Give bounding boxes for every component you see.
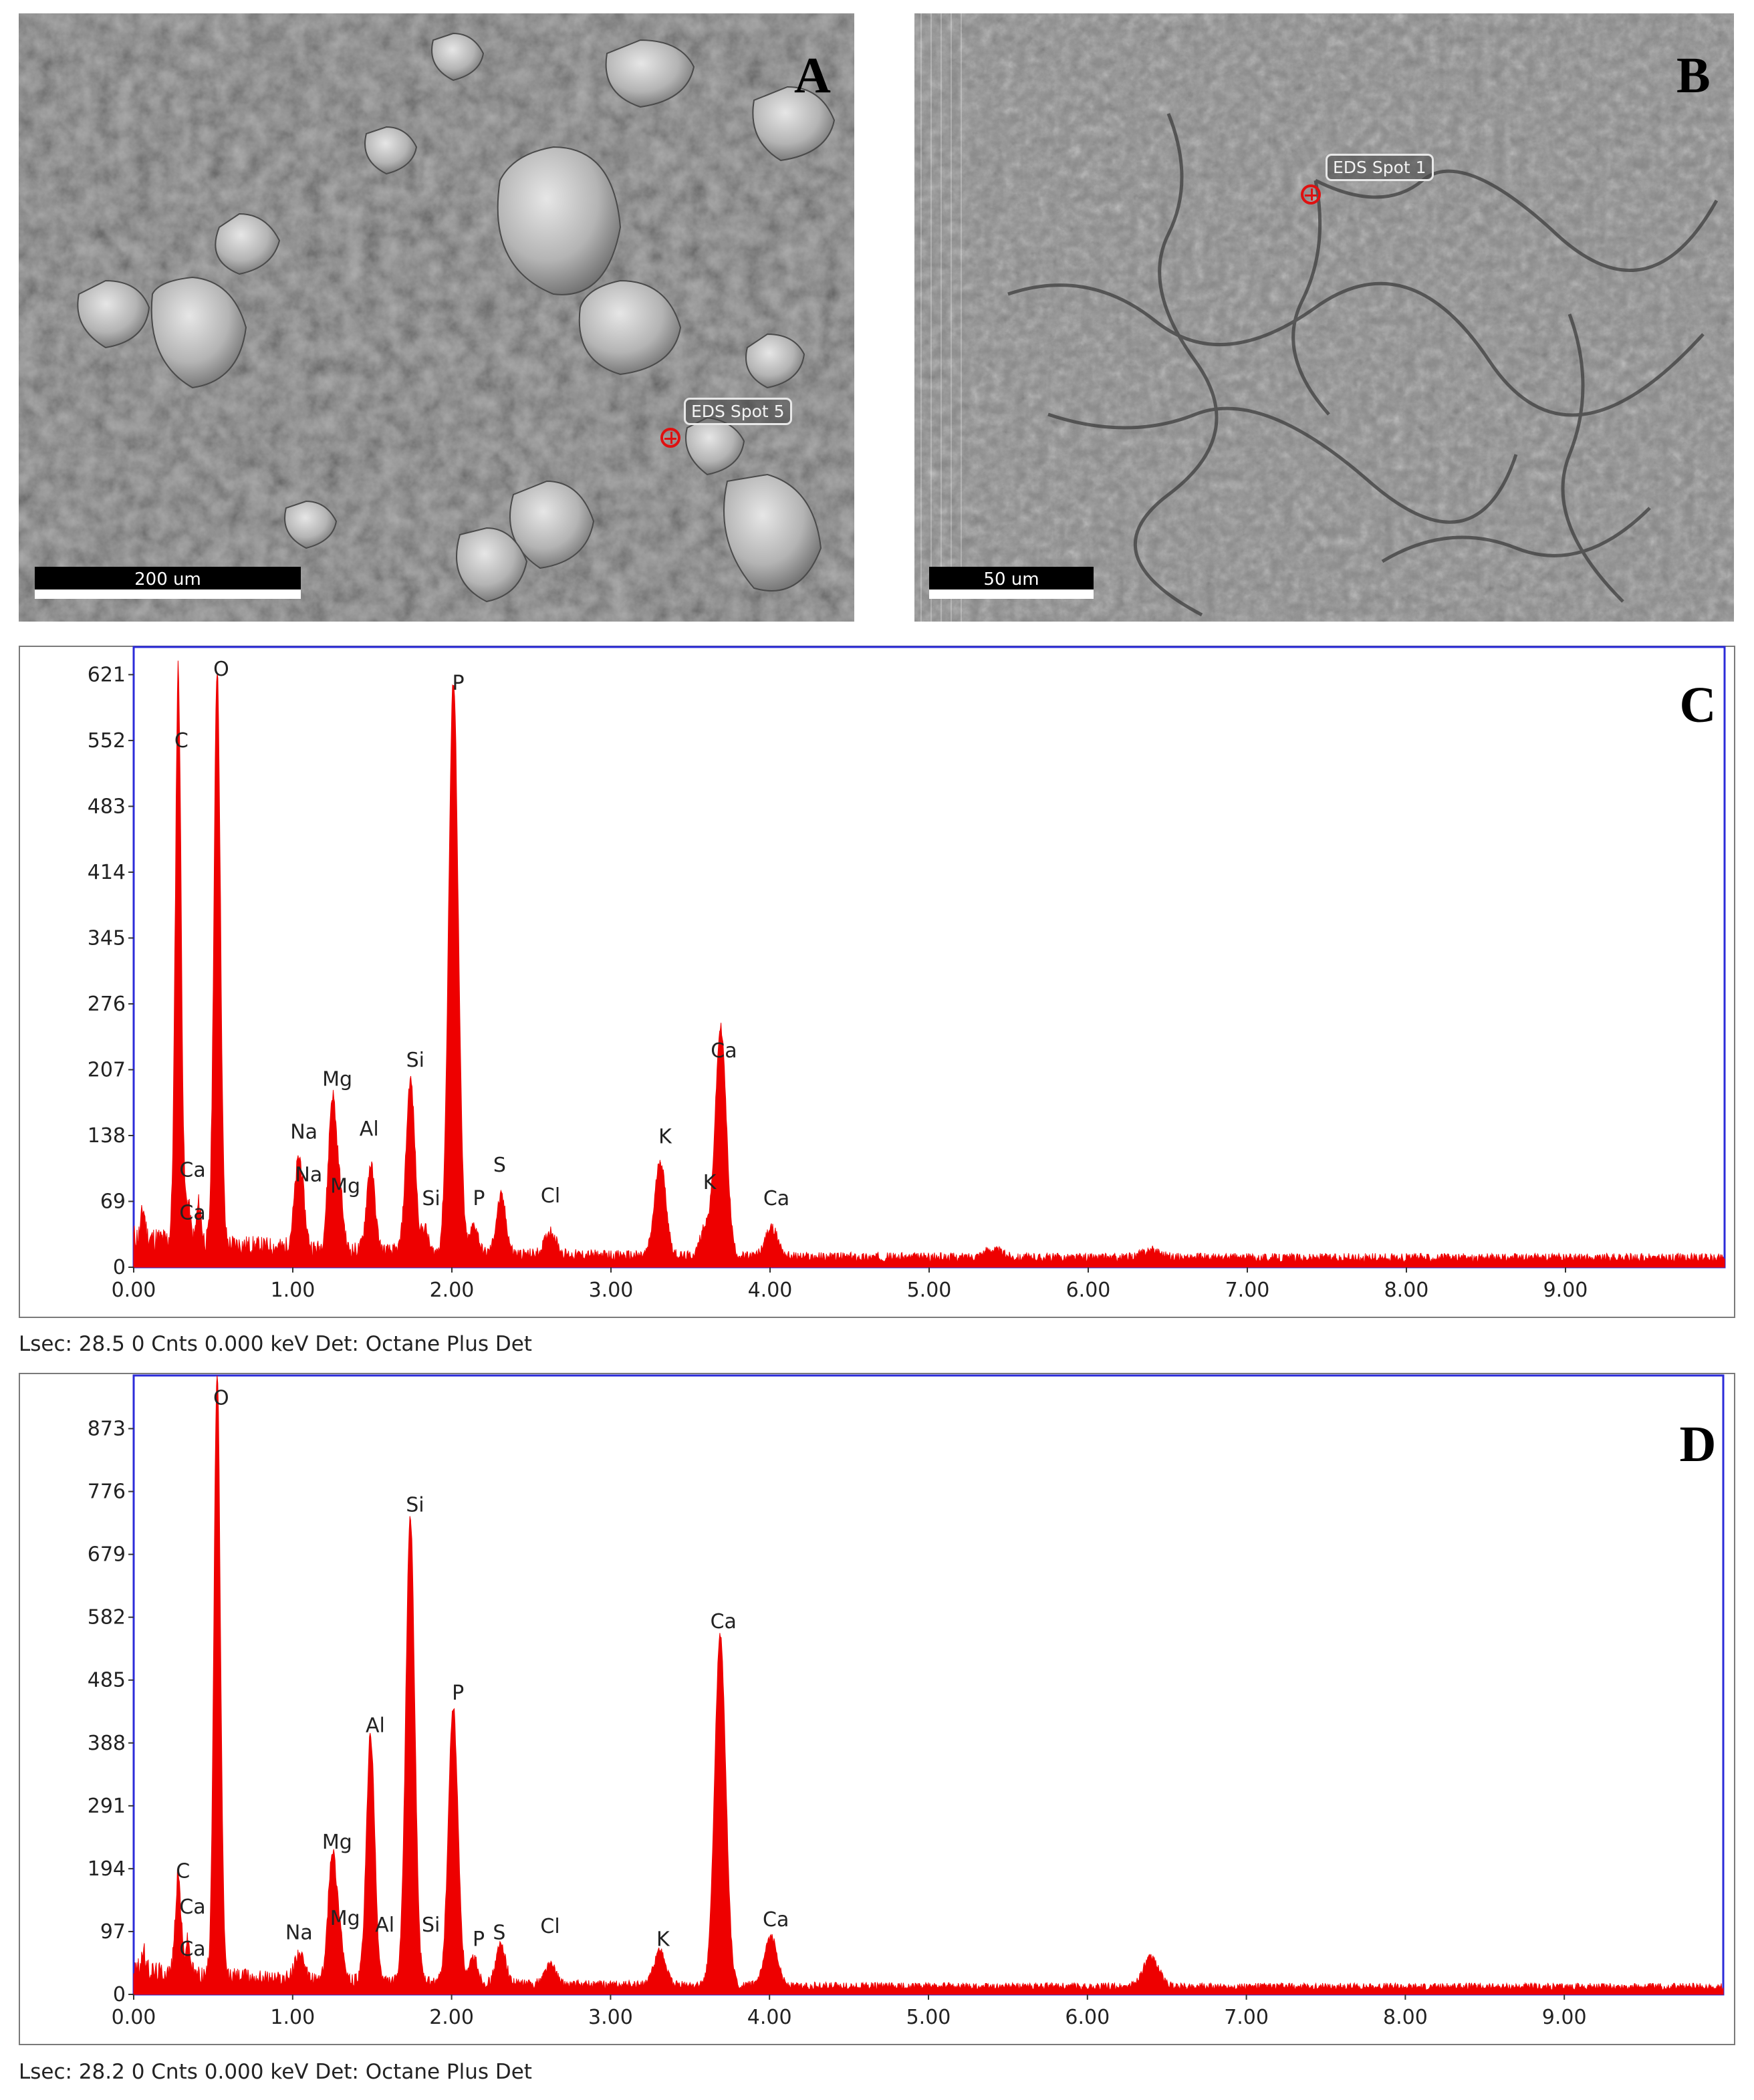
sem-texture-b bbox=[914, 13, 1734, 622]
sem-image-b: EDS Spot 1 50 um B bbox=[914, 13, 1734, 622]
spectrum-d-frame bbox=[19, 1373, 1735, 2045]
scale-bar-label-a: 200 um bbox=[134, 569, 201, 589]
eds-spot-label-b: EDS Spot 1 bbox=[1326, 154, 1434, 181]
eds-spot-marker-b bbox=[1301, 184, 1321, 205]
scale-bar-a: 200 um bbox=[35, 567, 301, 599]
eds-spot-label-a: EDS Spot 5 bbox=[684, 398, 792, 425]
spectrum-c-frame bbox=[19, 646, 1735, 1318]
sem-texture-a bbox=[19, 13, 854, 622]
panel-letter-b: B bbox=[1676, 47, 1711, 104]
scale-bar-label-b: 50 um bbox=[983, 569, 1039, 589]
scale-bar-b: 50 um bbox=[929, 567, 1094, 599]
panel-letter-a: A bbox=[794, 47, 831, 104]
eds-spot-marker-a bbox=[660, 428, 680, 448]
sem-image-a: EDS Spot 5 200 um A bbox=[19, 13, 854, 622]
spectrum-c-footer: Lsec: 28.5 0 Cnts 0.000 keV Det: Octane … bbox=[19, 1332, 532, 1356]
spectrum-d-footer: Lsec: 28.2 0 Cnts 0.000 keV Det: Octane … bbox=[19, 2060, 532, 2084]
